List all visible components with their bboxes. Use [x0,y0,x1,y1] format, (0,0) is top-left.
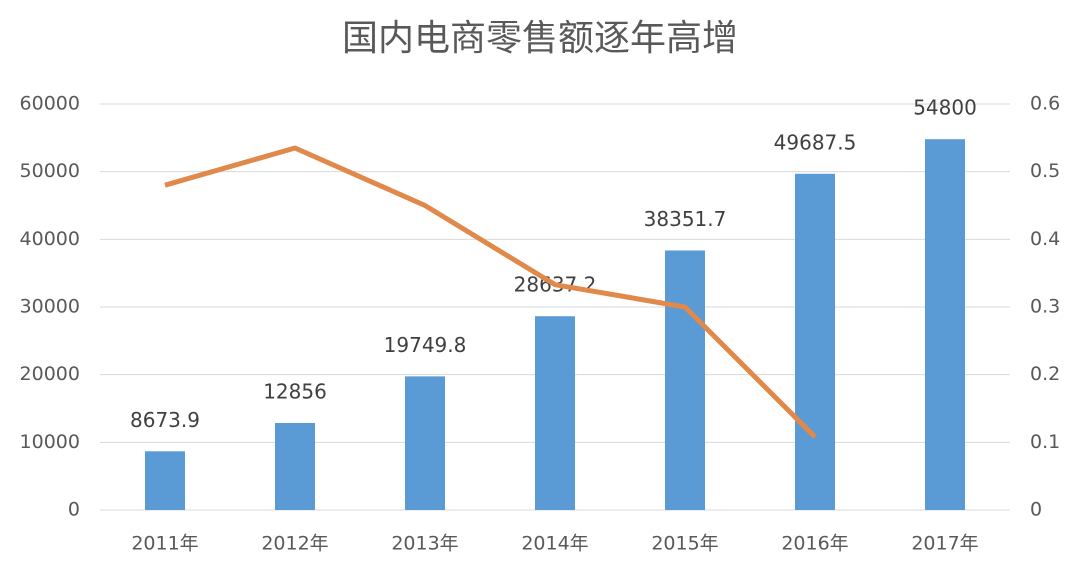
y2-tick-label: 0.6 [1030,93,1060,115]
bar [925,139,965,511]
y2-tick-label: 0.2 [1030,363,1060,385]
x-tick-label: 2014年 [521,533,588,555]
y-tick-label: 50000 [20,160,80,182]
y-tick-label: 10000 [20,431,80,453]
data-label: 8673.9 [130,408,200,432]
bar [795,173,835,510]
y-tick-label: 30000 [20,296,80,318]
y-tick-label: 40000 [20,228,80,250]
data-label: 38351.7 [644,207,727,231]
chart-title: 国内电商零售额逐年高增 [342,18,738,59]
y2-tick-label: 0.3 [1030,296,1060,318]
bar [275,423,315,510]
data-label: 54800 [913,96,977,120]
bar [405,376,445,510]
y2-tick-label: 0.5 [1030,160,1060,182]
y-tick-label: 20000 [20,363,80,385]
x-tick-label: 2013年 [391,533,458,555]
x-tick-label: 2015年 [651,533,718,555]
line [164,145,817,439]
bar [665,250,705,511]
y2-tick-label: 0 [1030,499,1042,521]
y2-tick-label: 0.4 [1030,228,1060,250]
y2-tick-label: 0.1 [1030,431,1060,453]
data-label: 12856 [263,380,327,404]
data-label: 49687.5 [774,130,857,154]
y-tick-label: 60000 [20,93,80,115]
x-tick-label: 2011年 [131,533,198,555]
bar [535,316,575,510]
x-tick-label: 2012年 [261,533,328,555]
data-label: 19749.8 [384,333,467,357]
x-tick-label: 2017年 [911,533,978,555]
x-tick-label: 2016年 [781,533,848,555]
y-tick-label: 0 [68,499,80,521]
bar [145,451,185,510]
